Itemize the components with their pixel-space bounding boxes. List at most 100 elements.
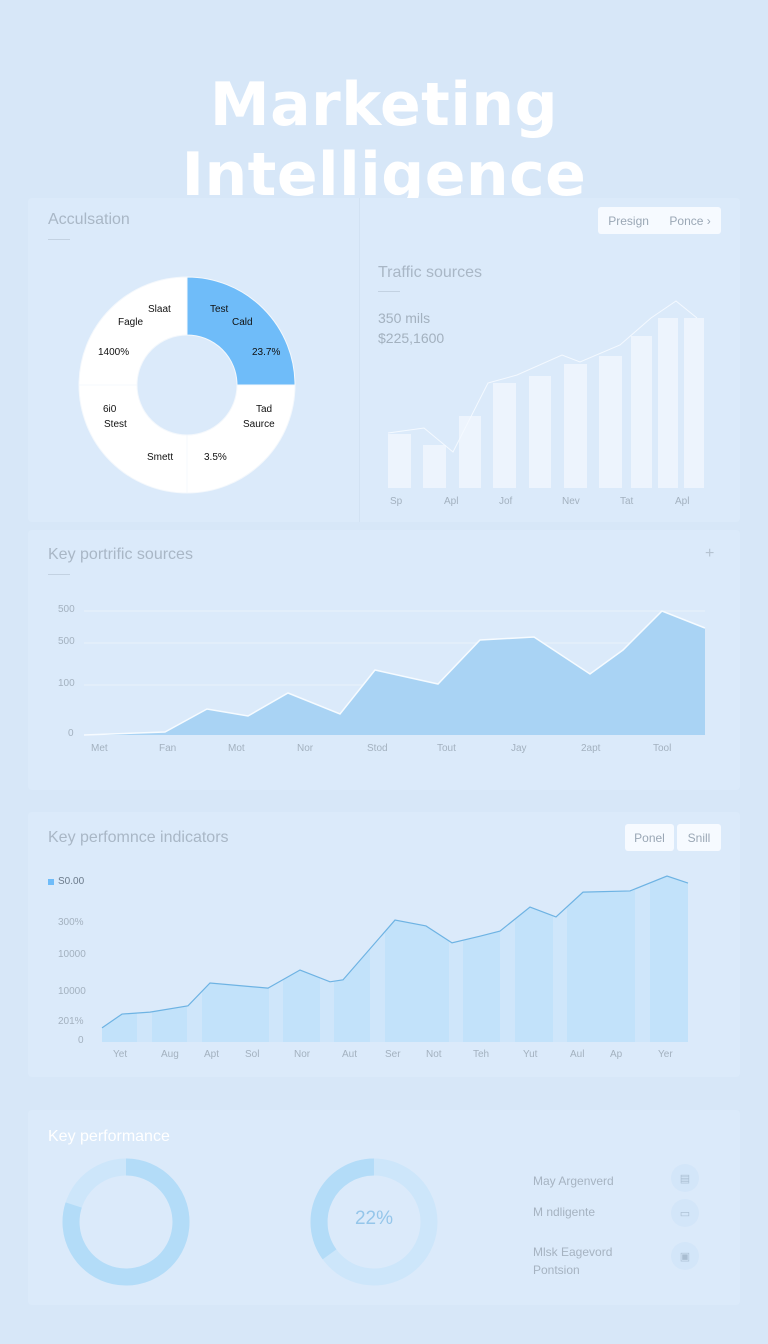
bar bbox=[631, 336, 652, 488]
area-fill bbox=[84, 611, 705, 735]
card-icon[interactable]: ▭ bbox=[671, 1199, 699, 1227]
area-fill bbox=[102, 876, 688, 1042]
slice-label: Cald bbox=[232, 317, 253, 328]
y-tick-label: 201% bbox=[58, 1016, 84, 1027]
slice-label: Test bbox=[210, 304, 229, 315]
slice-label: Stest bbox=[104, 419, 127, 430]
area-line bbox=[83, 610, 706, 736]
x-tick-label: Yut bbox=[523, 1049, 538, 1060]
x-tick-label: Sol bbox=[245, 1049, 260, 1060]
panel-button[interactable]: Ponel bbox=[625, 824, 674, 851]
bar bbox=[599, 356, 622, 488]
x-tick-label: Apl bbox=[444, 496, 459, 507]
legend-swatch bbox=[48, 878, 54, 885]
x-tick-label: Tat bbox=[620, 496, 634, 507]
presign-button[interactable]: Presign bbox=[608, 213, 649, 228]
column-gap bbox=[269, 860, 283, 1042]
item-line-2: Pontsion bbox=[533, 1263, 580, 1277]
bar bbox=[459, 416, 481, 488]
y-tick-label: 500 bbox=[58, 604, 75, 615]
ponce-button[interactable]: Ponce › bbox=[669, 214, 710, 228]
y-tick-label: 300% bbox=[58, 917, 84, 928]
column-gap bbox=[137, 860, 152, 1042]
kpi-title: Key perfomnce indicators bbox=[48, 829, 229, 846]
x-tick-label: Apl bbox=[675, 496, 690, 507]
column-gap bbox=[320, 860, 334, 1042]
x-tick-label: Nor bbox=[294, 1049, 311, 1060]
x-tick-label: Nev bbox=[562, 496, 580, 507]
slice-label: Fagle bbox=[118, 317, 144, 328]
slice-label: Slaat bbox=[148, 304, 171, 315]
traffic-title: Traffic sources bbox=[378, 264, 483, 281]
ring-2-fill bbox=[310, 1158, 375, 1260]
column-gap bbox=[553, 860, 567, 1042]
kpi-legend: S0.00 bbox=[48, 876, 84, 887]
performance-item[interactable]: Mlsk Eagevord Pontsion bbox=[533, 1243, 612, 1279]
bar bbox=[388, 434, 411, 488]
x-tick-label: Mot bbox=[228, 743, 245, 754]
traffic-stat-1: 350 mils bbox=[378, 310, 431, 326]
y-tick-label: 0 bbox=[68, 728, 74, 739]
document-icon[interactable]: ▤ bbox=[671, 1164, 699, 1192]
title-underline bbox=[48, 574, 70, 575]
x-tick-label: Fan bbox=[159, 743, 177, 754]
y-tick-label: 100 bbox=[58, 678, 75, 689]
slice-label: 23.7% bbox=[252, 347, 281, 358]
acquisition-title: Acculsation bbox=[48, 211, 130, 228]
legend-label: S0.00 bbox=[58, 876, 85, 887]
column-gap bbox=[500, 860, 515, 1042]
x-tick-label: Yer bbox=[658, 1049, 673, 1060]
column-gap bbox=[187, 860, 202, 1042]
frame-icon[interactable]: ▣ bbox=[671, 1242, 699, 1270]
performance-title: Key performance bbox=[48, 1128, 170, 1145]
title-underline bbox=[48, 239, 70, 240]
x-tick-label: Apt bbox=[204, 1049, 220, 1060]
chevron-right-icon: › bbox=[706, 213, 711, 228]
x-tick-label: Ser bbox=[385, 1049, 401, 1060]
x-tick-label: Sp bbox=[390, 496, 403, 507]
x-tick-label: Tout bbox=[437, 743, 456, 754]
card-divider bbox=[359, 198, 360, 522]
x-tick-label: Nor bbox=[297, 743, 314, 754]
trend-line bbox=[387, 300, 698, 453]
bar bbox=[684, 318, 704, 488]
slice-label: Tad bbox=[256, 404, 273, 415]
kpi-line bbox=[101, 875, 689, 1029]
small-button[interactable]: Snill bbox=[677, 824, 721, 851]
plus-icon[interactable]: + bbox=[705, 545, 715, 562]
bar bbox=[493, 383, 516, 488]
item-line-1: Mlsk Eagevord bbox=[533, 1245, 613, 1259]
donut-slice bbox=[186, 384, 296, 494]
x-tick-label: Aul bbox=[570, 1049, 585, 1060]
slice-label: Smett bbox=[147, 452, 174, 463]
y-tick-label: 10000 bbox=[58, 986, 86, 997]
x-tick-label: Jof bbox=[499, 496, 513, 507]
performance-item[interactable]: May Argenverd bbox=[533, 1174, 614, 1188]
y-tick-label: 500 bbox=[58, 636, 75, 647]
slice-label: 6i0 bbox=[103, 404, 117, 415]
bar bbox=[564, 364, 587, 488]
period-toggle: Presign Ponce › bbox=[598, 207, 721, 234]
x-tick-label: Stod bbox=[367, 743, 388, 754]
x-tick-label: Aut bbox=[342, 1049, 358, 1060]
x-tick-label: Ap bbox=[610, 1049, 623, 1060]
x-tick-label: Tool bbox=[653, 743, 672, 754]
x-tick-label: Not bbox=[426, 1049, 442, 1060]
x-tick-label: Met bbox=[91, 743, 108, 754]
title-underline bbox=[378, 291, 400, 292]
slice-label: 3.5% bbox=[204, 452, 227, 463]
bar bbox=[423, 445, 446, 488]
performance-item[interactable]: M ndligente bbox=[533, 1205, 596, 1219]
bar bbox=[658, 318, 678, 488]
y-tick-label: 10000 bbox=[58, 949, 86, 960]
y-tick-label: 0 bbox=[78, 1035, 84, 1046]
page-title: Marketing Intelligence bbox=[181, 70, 587, 210]
sources-title: Key portrific sources bbox=[48, 546, 193, 563]
traffic-stat-2: $225,1600 bbox=[378, 330, 445, 346]
ponce-label: Ponce bbox=[669, 213, 704, 228]
x-tick-label: Teh bbox=[473, 1049, 490, 1060]
slice-label: Saurce bbox=[243, 419, 275, 430]
x-tick-label: Aug bbox=[161, 1049, 179, 1060]
slice-label: 1400% bbox=[98, 347, 130, 358]
bar bbox=[529, 376, 551, 488]
